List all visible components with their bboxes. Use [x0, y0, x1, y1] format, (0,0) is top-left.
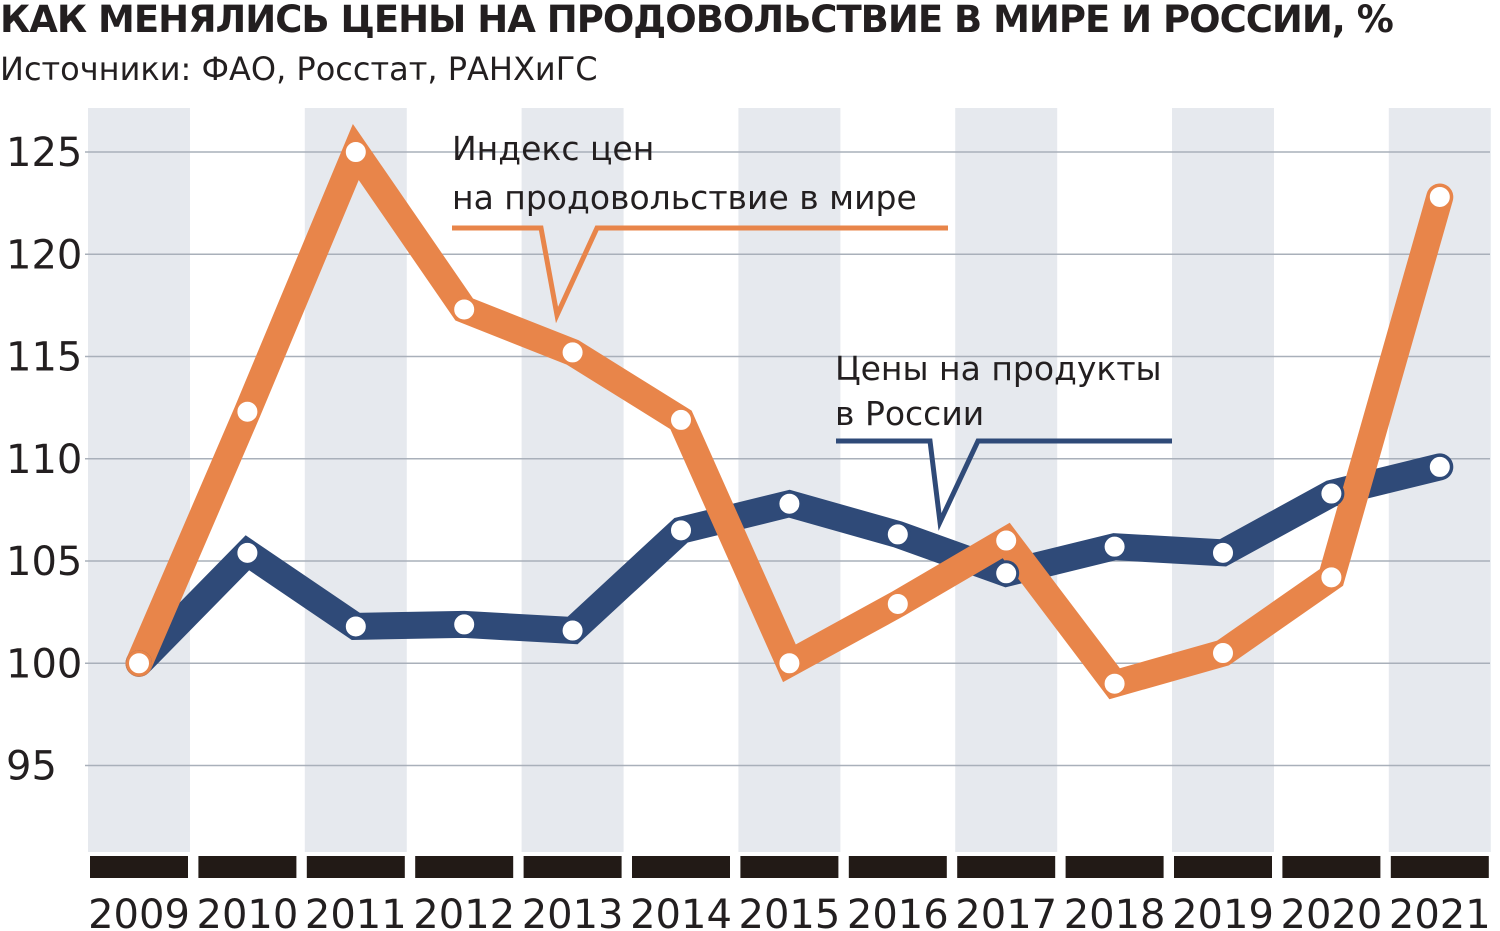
x-axis-bar-2018 [1065, 856, 1164, 878]
data-point-russia-2011 [342, 613, 369, 640]
x-tick-label: 2013 [522, 892, 624, 931]
x-tick-label: 2021 [1389, 892, 1491, 931]
data-point-world-2019 [1210, 640, 1236, 667]
x-tick-label: 2011 [305, 892, 407, 931]
band-2019 [1172, 108, 1274, 852]
x-axis-bar-2021 [1390, 856, 1489, 878]
x-tick-label: 2012 [413, 892, 515, 931]
world-series-callout-line [452, 225, 948, 324]
x-tick-label: 2017 [955, 892, 1057, 931]
y-tick-label: 120 [6, 232, 82, 278]
russia-series-callout-line [836, 438, 1172, 531]
data-point-world-2020 [1318, 564, 1345, 591]
x-axis-bar-2011 [306, 856, 405, 878]
x-tick-label: 2009 [88, 892, 190, 931]
data-point-russia-2019 [1210, 539, 1236, 566]
world-series-label-line-1: Индекс цен [452, 129, 654, 168]
data-point-world-2017 [993, 527, 1020, 554]
data-point-russia-2014 [668, 517, 694, 544]
data-point-world-2016 [884, 590, 911, 617]
x-tick-label: 2016 [847, 892, 949, 931]
x-axis-bar-2009 [90, 856, 188, 878]
x-axis-bar-2019 [1174, 856, 1272, 878]
band-2013 [521, 108, 624, 852]
x-tick-label: 2020 [1281, 892, 1383, 931]
series-callouts: Индекс цен на продовольствие в мире Цены н… [452, 129, 1172, 531]
chart-title: КАК МЕНЯЛИСЬ ЦЕНЫ НА ПРОДОВОЛЬСТВИЕ В МИ… [0, 0, 1394, 41]
x-axis-bars [90, 856, 1489, 878]
y-tick-label: 100 [6, 641, 82, 687]
x-axis-bar-2014 [632, 856, 730, 878]
world-series-label-line-2: на продовольствие в мире [452, 178, 917, 217]
x-axis-bar-2017 [957, 856, 1056, 878]
series-points [126, 139, 1453, 697]
x-axis-bar-2013 [523, 856, 622, 878]
x-tick-label: 2018 [1064, 892, 1166, 931]
y-tick-label: 95 [6, 744, 57, 790]
x-tick-label: 2014 [630, 892, 732, 931]
x-axis-bar-2020 [1282, 856, 1381, 878]
data-point-russia-2020 [1318, 480, 1345, 507]
data-point-russia-2015 [776, 490, 803, 517]
y-axis-ticks: 95 100 105 110 115 120 125 [6, 130, 82, 790]
data-point-world-2014 [668, 406, 694, 433]
data-point-world-2012 [451, 296, 478, 323]
data-point-russia-2021 [1426, 453, 1453, 480]
x-axis-bar-2015 [740, 856, 839, 878]
x-axis-bar-2012 [415, 856, 514, 878]
y-tick-label: 110 [6, 437, 82, 483]
data-point-russia-2017 [993, 560, 1020, 587]
chart-source: Источники: ФАО, Росстат, РАНХиГС [0, 50, 598, 88]
data-point-russia-2016 [884, 521, 911, 548]
russia-series-label-line-1: Цены на продукты [835, 349, 1162, 388]
data-point-world-2010 [234, 398, 261, 425]
y-tick-label: 115 [6, 335, 82, 381]
data-point-world-2013 [559, 339, 586, 366]
russia-series-label-line-2: в России [835, 394, 984, 433]
x-tick-label: 2019 [1172, 892, 1274, 931]
background-bands [88, 108, 1491, 852]
band-2015 [738, 108, 841, 852]
data-point-russia-2013 [559, 617, 586, 644]
x-tick-label: 2015 [739, 892, 841, 931]
data-point-russia-2010 [234, 539, 261, 566]
x-axis-bar-2010 [198, 856, 297, 878]
y-tick-label: 105 [6, 539, 82, 585]
x-axis-bar-2016 [848, 856, 947, 878]
x-axis-ticks: 2009 2010 2011 2012 2013 2014 2015 2016 2017 2018… [88, 892, 1491, 931]
data-point-world-2015 [776, 650, 803, 677]
data-point-russia-2018 [1101, 533, 1128, 560]
y-tick-label: 125 [6, 130, 82, 176]
data-point-world-2018 [1101, 670, 1128, 697]
data-point-world-2021 [1426, 183, 1453, 210]
band-2017 [955, 108, 1058, 852]
x-tick-label: 2010 [197, 892, 299, 931]
data-point-world-2009 [126, 650, 152, 677]
data-point-russia-2012 [451, 611, 478, 638]
band-2009 [88, 108, 190, 852]
data-point-world-2011 [342, 139, 369, 165]
